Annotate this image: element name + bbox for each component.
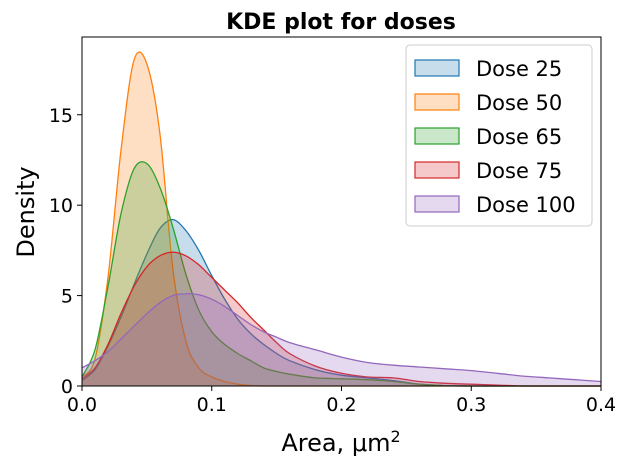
legend-label: Dose 75 <box>476 159 562 183</box>
dose-100-line <box>81 293 602 383</box>
legend-swatch <box>414 127 460 145</box>
dose-75-line <box>81 251 601 387</box>
x-tick-label: 0.2 <box>326 394 356 416</box>
y-tick-label: 10 <box>49 195 73 217</box>
x-axis-label-text: Area, μm <box>281 429 390 457</box>
x-axis-label: Area, μm2 <box>281 427 400 457</box>
legend-label: Dose 65 <box>476 125 562 149</box>
legend-label: Dose 25 <box>476 57 562 81</box>
y-tick-label: 0 <box>61 376 73 398</box>
legend-swatch <box>414 59 460 77</box>
dose-100-area <box>82 293 601 386</box>
x-axis-label-superscript: 2 <box>390 427 400 446</box>
legend-swatch <box>414 161 460 179</box>
chart-title: KDE plot for doses <box>226 10 456 35</box>
series-layer <box>81 51 602 387</box>
dose-65-area <box>82 161 601 386</box>
x-tick-label: 0.0 <box>67 394 97 416</box>
x-tick-label: 0.1 <box>197 394 227 416</box>
legend-label: Dose 50 <box>476 91 562 115</box>
x-tick-label: 0.3 <box>456 394 486 416</box>
x-tick-label: 0.4 <box>586 394 616 416</box>
y-axis-label: Density <box>12 166 40 257</box>
dose-75-area <box>82 252 601 386</box>
legend-swatch <box>414 93 460 111</box>
y-tick-label: 15 <box>49 105 73 127</box>
y-tick-label: 5 <box>61 286 73 308</box>
legend-label: Dose 100 <box>476 193 576 217</box>
dose-50-area <box>82 52 601 386</box>
ticks-layer: 0.0 0.1 0.2 0.3 0.4 0 5 10 15 <box>49 105 616 416</box>
legend-box <box>405 44 593 227</box>
legend: Dose 25 Dose 50 Dose 65 Dose 75 Dose 100 <box>405 44 593 227</box>
legend-swatch <box>414 195 460 213</box>
dose-25-area <box>82 219 601 386</box>
